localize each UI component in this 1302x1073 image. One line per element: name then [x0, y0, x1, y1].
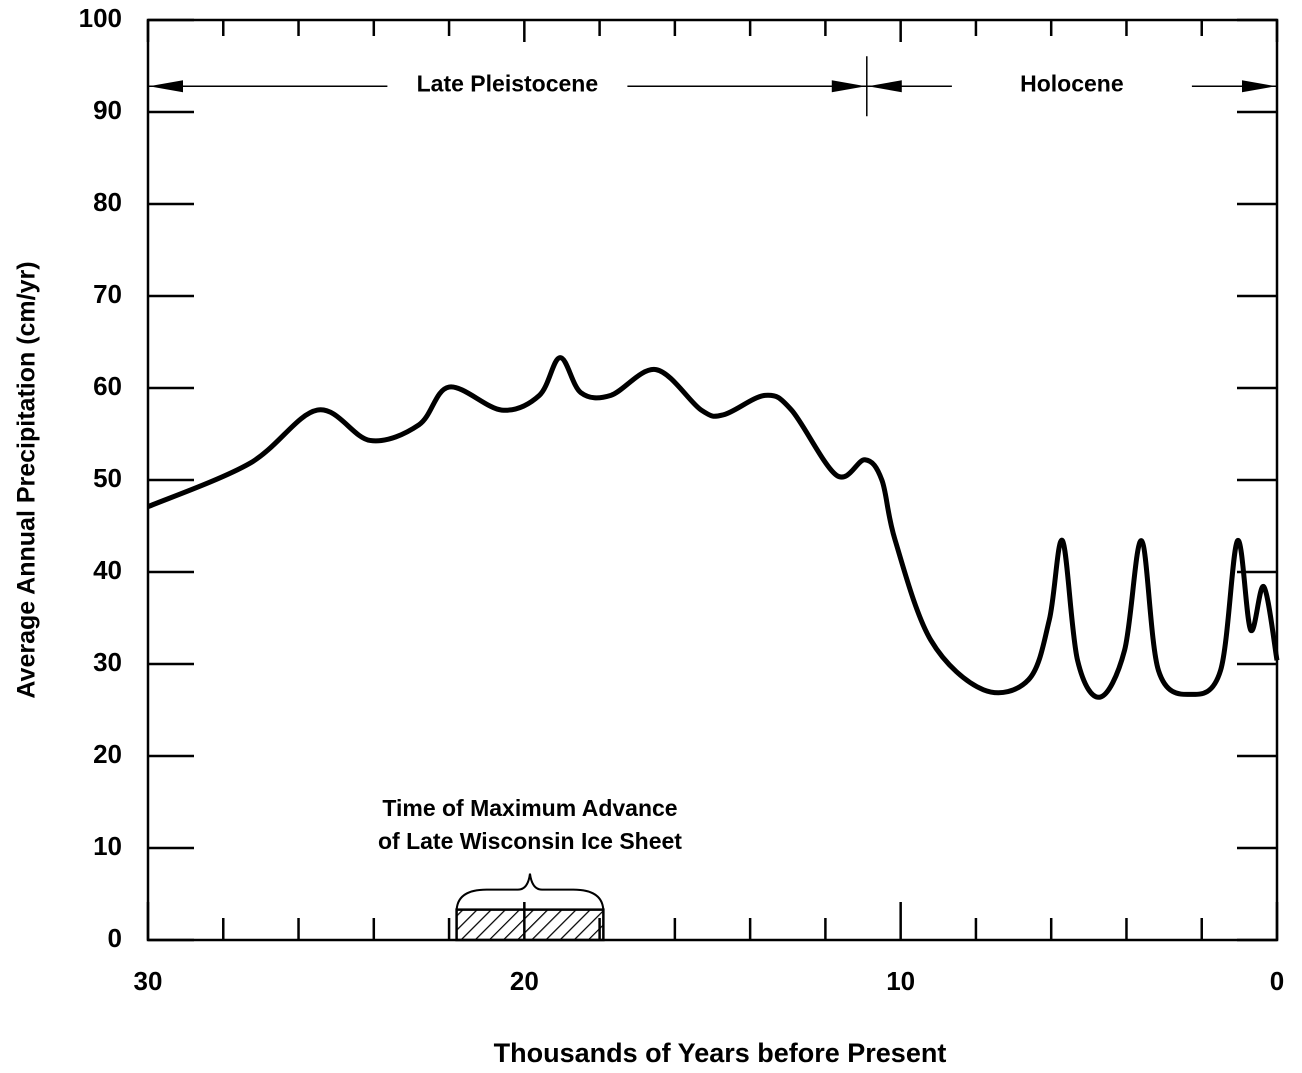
- period-label: Holocene: [1020, 70, 1124, 96]
- x-tick-label: 20: [510, 966, 539, 996]
- line: [147, 355, 1280, 700]
- arrow-head: [867, 80, 902, 93]
- x-tick-label: 30: [134, 966, 163, 996]
- y-tick-label: 60: [93, 371, 122, 401]
- ice-sheet-label: of Late Wisconsin Ice Sheet: [378, 828, 682, 854]
- plot-frame: [146, 18, 1279, 942]
- x-tick-label: 0: [1270, 966, 1284, 996]
- arrow-head: [831, 80, 866, 93]
- ice-sheet-label: Time of Maximum Advance: [382, 795, 677, 821]
- y-tick-label: 10: [93, 831, 122, 861]
- y-tick-label: 0: [108, 923, 122, 953]
- ice-sheet-box: [455, 908, 605, 942]
- x-tick-label: 10: [886, 966, 915, 996]
- arrow-head: [1242, 80, 1276, 93]
- y-tick-label: 70: [93, 279, 122, 309]
- brace: [455, 873, 605, 912]
- period-label-bg: [387, 70, 628, 103]
- y-tick-label: 20: [93, 739, 122, 769]
- y-tick-label: 30: [93, 647, 122, 677]
- x-axis-title: Thousands of Years before Present: [494, 1038, 947, 1068]
- y-axis-title: Average Annual Precipitation (cm/yr): [13, 261, 41, 698]
- arrow-head: [149, 80, 183, 93]
- y-tick-label: 50: [93, 463, 122, 493]
- y-tick-label: 100: [79, 3, 122, 33]
- y-tick-label: 40: [93, 555, 122, 585]
- period-label: Late Pleistocene: [417, 70, 599, 96]
- y-tick-label: 90: [93, 95, 122, 125]
- period-label-bg: [951, 70, 1192, 103]
- y-tick-label: 80: [93, 187, 122, 217]
